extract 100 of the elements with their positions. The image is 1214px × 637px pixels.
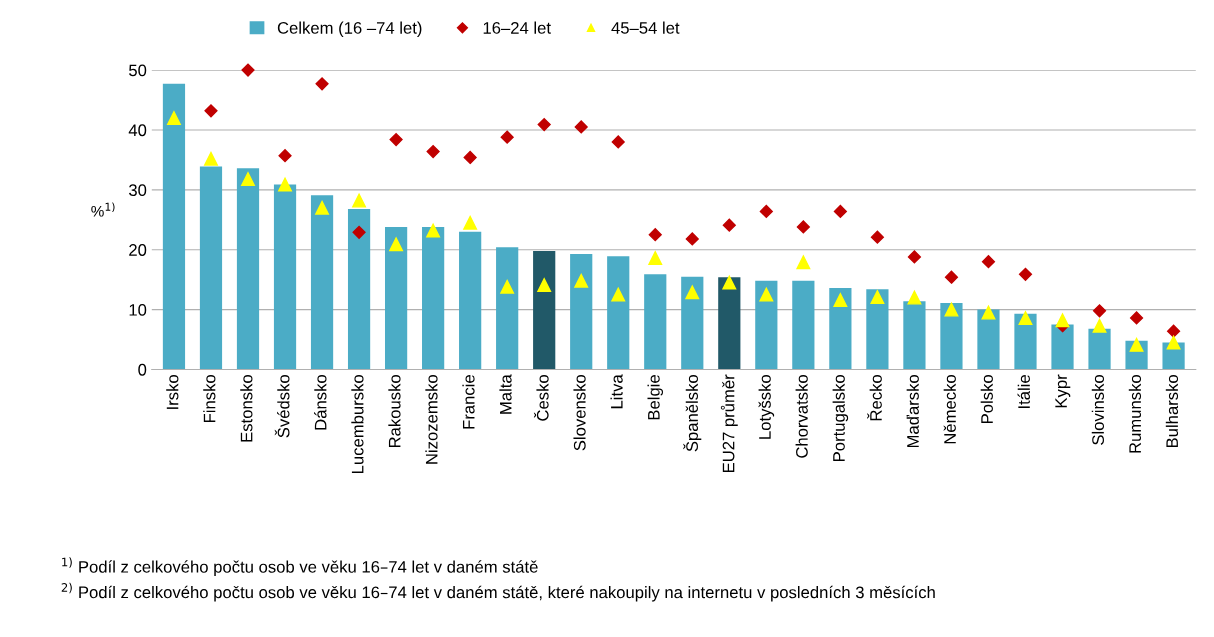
bar <box>533 250 556 370</box>
point <box>759 204 773 218</box>
bar <box>1014 313 1037 370</box>
point <box>796 220 810 234</box>
bar <box>1051 324 1074 370</box>
point <box>648 228 662 242</box>
x-tick-label: Řecko <box>867 375 882 421</box>
bar <box>347 208 371 370</box>
point <box>463 150 477 165</box>
bar <box>718 277 741 370</box>
y-tick-label: 10 <box>129 303 147 316</box>
point <box>907 290 922 305</box>
point <box>574 273 589 288</box>
x-tick-label: Malta <box>499 374 512 414</box>
point <box>278 177 292 192</box>
point <box>389 132 403 147</box>
point <box>722 275 737 290</box>
point <box>796 255 811 270</box>
point <box>944 270 959 284</box>
bar <box>570 253 593 370</box>
point <box>833 293 848 307</box>
bar <box>199 166 223 370</box>
point <box>204 151 218 166</box>
x-tick-label: Slovensko <box>573 375 586 451</box>
bar <box>273 184 297 370</box>
y-axis-title: %$^{1)}$ <box>91 202 115 217</box>
point <box>722 218 736 232</box>
x-tick-label: Maďarsko <box>906 375 919 448</box>
point <box>1166 335 1181 350</box>
x-tick-label: Itálie <box>1017 375 1030 408</box>
legend-label: Celkem (16 –74 let) <box>277 21 422 38</box>
point <box>907 250 922 264</box>
x-tick-label: Chorvatsko <box>795 375 808 458</box>
point <box>389 237 404 252</box>
x-tick-label: Slovinsko <box>1091 375 1104 445</box>
bar <box>977 309 1000 370</box>
y-tick-label: 20 <box>129 244 147 256</box>
point <box>426 223 441 238</box>
bar <box>162 83 186 370</box>
point <box>352 193 367 208</box>
bar <box>755 280 778 370</box>
x-tick-label: Estonsko <box>240 375 253 442</box>
point <box>1092 304 1107 318</box>
bar <box>1088 328 1111 370</box>
x-tick-label: Rakousko <box>388 375 401 448</box>
bar <box>496 247 519 370</box>
point <box>204 104 218 118</box>
point <box>944 302 959 317</box>
point <box>685 285 700 300</box>
x-tick-label: Belgie <box>647 375 664 420</box>
x-tick-label: Dánsko <box>314 375 327 430</box>
point <box>1166 324 1181 338</box>
x-tick-label: Francie <box>462 375 475 429</box>
x-tick-label: Švédsko <box>274 375 290 438</box>
y-tick-label: 0 <box>138 363 147 376</box>
point <box>241 63 255 77</box>
bar <box>236 168 260 370</box>
point <box>981 305 996 320</box>
x-tick-label: Litva <box>610 374 623 409</box>
x-tick-label: Španělsko <box>683 375 702 452</box>
point <box>315 200 329 215</box>
point <box>1018 311 1033 325</box>
bar <box>384 226 408 370</box>
bar <box>792 280 815 370</box>
point <box>870 290 885 304</box>
x-tick-label: Nizozemsko <box>425 375 438 464</box>
point <box>500 130 514 144</box>
point <box>1018 267 1033 281</box>
point <box>1092 318 1107 333</box>
legend-label: 16–24 let <box>483 21 551 34</box>
x-tick-label: Finsko <box>203 375 216 423</box>
point <box>611 287 626 302</box>
bar <box>422 226 445 370</box>
x-tick-label: Portugalsko <box>832 375 849 461</box>
point <box>278 149 292 163</box>
bar <box>866 289 889 370</box>
bar <box>459 231 482 370</box>
y-tick-label: 30 <box>128 184 147 197</box>
point <box>463 215 478 230</box>
point <box>833 204 847 218</box>
x-tick-label: Lucembursko <box>351 375 364 473</box>
point <box>685 232 699 246</box>
x-tick-label: Rumunsko <box>1128 375 1142 453</box>
bar <box>940 303 963 370</box>
point <box>1129 337 1144 352</box>
legend-label: 45–54 let <box>611 21 680 34</box>
bar <box>310 195 334 370</box>
text: $^{2)}$ Podíl z celkového počtu osob ve věku 16–74 let v daném státě, které nakoupily na internetu v posledních 3 měsících <box>61 582 935 602</box>
bar <box>644 274 667 370</box>
x-tick-label: Bulharsko <box>1165 375 1179 448</box>
point <box>167 111 181 125</box>
point <box>648 251 663 266</box>
bar <box>903 301 926 370</box>
point <box>611 135 625 149</box>
point <box>981 255 996 269</box>
text: $^{1)}$ Podíl z celkového počtu osob ve věku 16–74 let v daném státě <box>62 557 538 577</box>
y-tick-label: 40 <box>128 124 147 137</box>
x-tick-label: Polsko <box>980 375 993 423</box>
x-tick-label: EU27 průměr <box>720 374 738 473</box>
point <box>241 172 255 186</box>
